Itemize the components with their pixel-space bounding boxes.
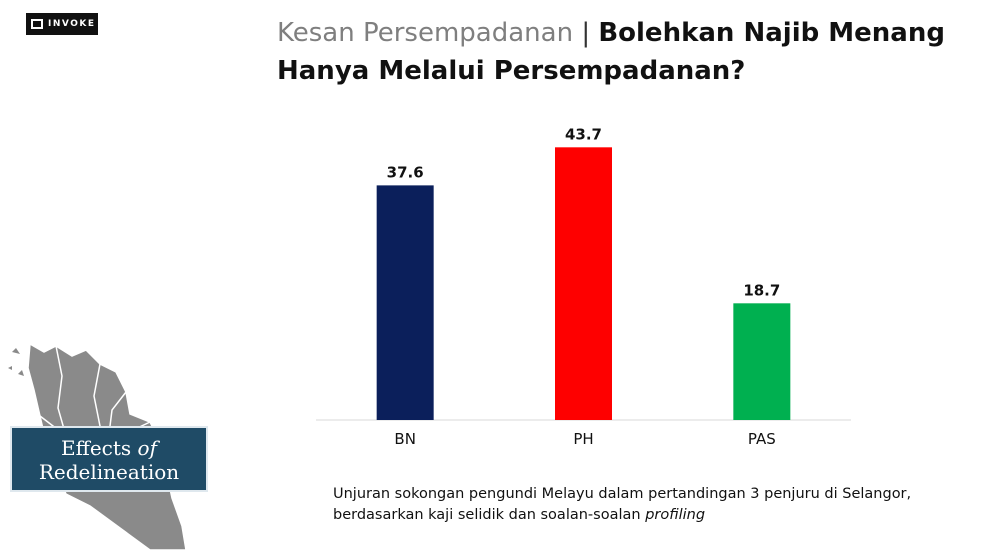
badge-of-text: of [137, 436, 157, 460]
effects-of-redelineation-badge: Effects of Redelineation [10, 426, 208, 492]
data-label-pas: 18.7 [743, 281, 780, 299]
x-tick-label-bn: BN [394, 430, 416, 448]
x-tick-label-pas: PAS [748, 430, 776, 448]
title-separator: | [581, 18, 591, 48]
badge-line1: Effects of [12, 436, 206, 460]
bar-ph [555, 147, 612, 420]
bar-bn [376, 185, 434, 420]
data-label-bn: 37.6 [387, 163, 424, 181]
caption-text: Unjuran sokongan pengundi Melayu dalam p… [333, 486, 912, 523]
chart-caption: Unjuran sokongan pengundi Melayu dalam p… [333, 484, 973, 526]
invoke-logo: INVOKE [26, 13, 98, 35]
caption-emphasis: profiling [645, 507, 706, 523]
data-label-ph: 43.7 [565, 125, 602, 143]
page-title: Kesan Persempadanan | Bolehkan Najib Men… [277, 14, 967, 90]
badge-redelineation-text: Redelineation [38, 460, 180, 484]
invoke-logo-mark-icon [31, 19, 43, 29]
title-light-text: Kesan Persempadanan [277, 18, 574, 48]
bar-pas [733, 303, 791, 420]
badge-effects-text: Effects [61, 436, 132, 460]
invoke-logo-text: INVOKE [48, 19, 96, 29]
x-tick-label-ph: PH [573, 430, 593, 448]
title-bold-text: Bolehkan Najib Menang Hanya Melalui Pers… [277, 18, 945, 86]
